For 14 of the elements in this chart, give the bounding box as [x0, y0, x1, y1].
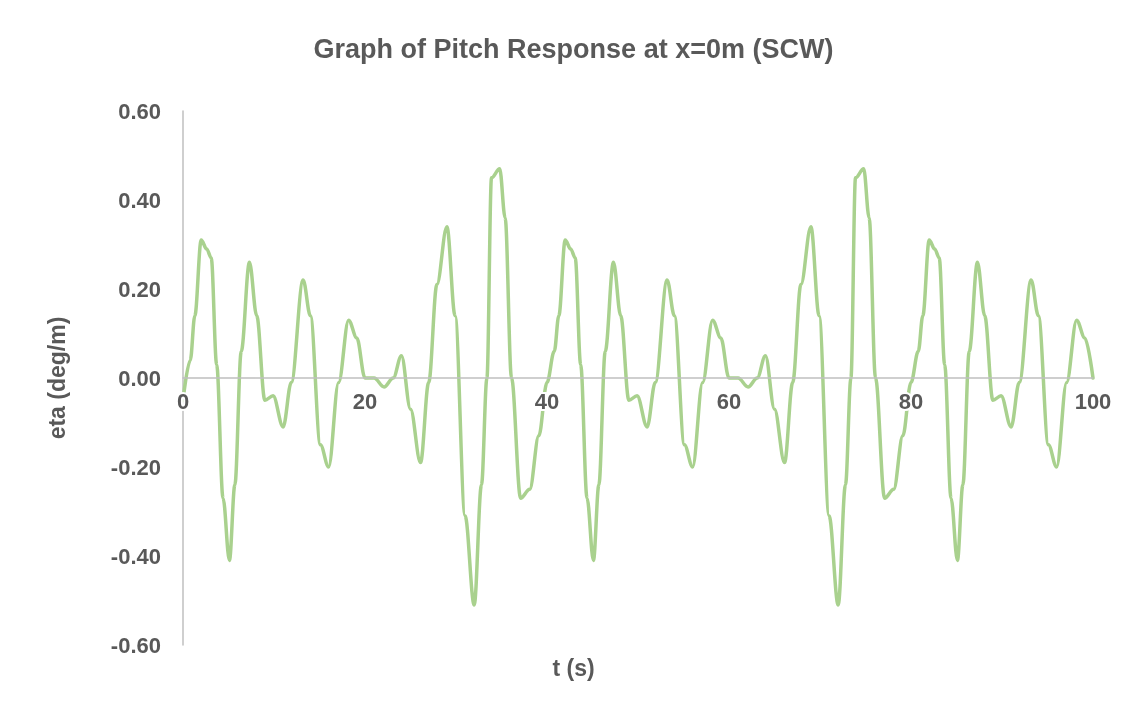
x-tick-label: 0 — [176, 388, 190, 414]
y-tick-label: 0.00 — [118, 365, 161, 391]
y-tick-label: 0.20 — [118, 276, 161, 302]
x-tick-label: 100 — [1074, 388, 1112, 414]
x-tick-label: 20 — [352, 388, 378, 414]
y-tick-label: -0.60 — [110, 632, 161, 658]
y-tick-label: -0.20 — [110, 454, 161, 480]
y-tick-label: 0.60 — [118, 98, 161, 124]
y-tick-label: -0.40 — [110, 543, 161, 569]
y-tick-label: 0.40 — [118, 187, 161, 213]
chart-title: Graph of Pitch Response at x=0m (SCW) — [313, 33, 834, 64]
x-tick-label: 60 — [716, 388, 742, 414]
y-axis-title: eta (deg/m) — [43, 316, 70, 440]
x-axis-title: t (s) — [552, 654, 595, 681]
